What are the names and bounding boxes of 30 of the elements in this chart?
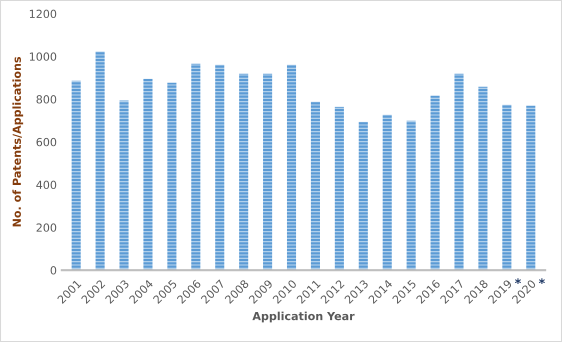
- bar: [167, 82, 176, 270]
- bar: [526, 106, 536, 270]
- x-axis-title: Application Year: [252, 312, 355, 322]
- y-axis-title: No. of Patents/Applications: [12, 56, 24, 226]
- y-tick-label: 800: [36, 95, 56, 104]
- text: *: [538, 278, 545, 284]
- bar: [454, 74, 464, 270]
- bar: [239, 74, 248, 270]
- bar: [502, 104, 512, 270]
- bar: [191, 64, 200, 270]
- y-tick-label: 1200: [30, 10, 56, 18]
- bar: [310, 102, 320, 270]
- bar: [382, 114, 392, 270]
- bar: [119, 100, 129, 270]
- bar: [430, 96, 440, 270]
- y-tick-label: 400: [36, 180, 56, 190]
- y-tick-label: 1000: [30, 52, 56, 61]
- y-tick-label: 200: [36, 223, 56, 232]
- bar: [358, 122, 368, 270]
- bar: [143, 78, 152, 270]
- bar: [96, 52, 105, 270]
- bar: [286, 64, 296, 270]
- y-tick-label: 600: [36, 138, 56, 146]
- bar: [478, 86, 488, 270]
- bar: [215, 64, 224, 270]
- bar: [334, 106, 344, 270]
- y-tick-label: 0: [50, 266, 56, 275]
- bar: [406, 120, 416, 270]
- bar: [72, 80, 81, 270]
- bar: [263, 74, 272, 270]
